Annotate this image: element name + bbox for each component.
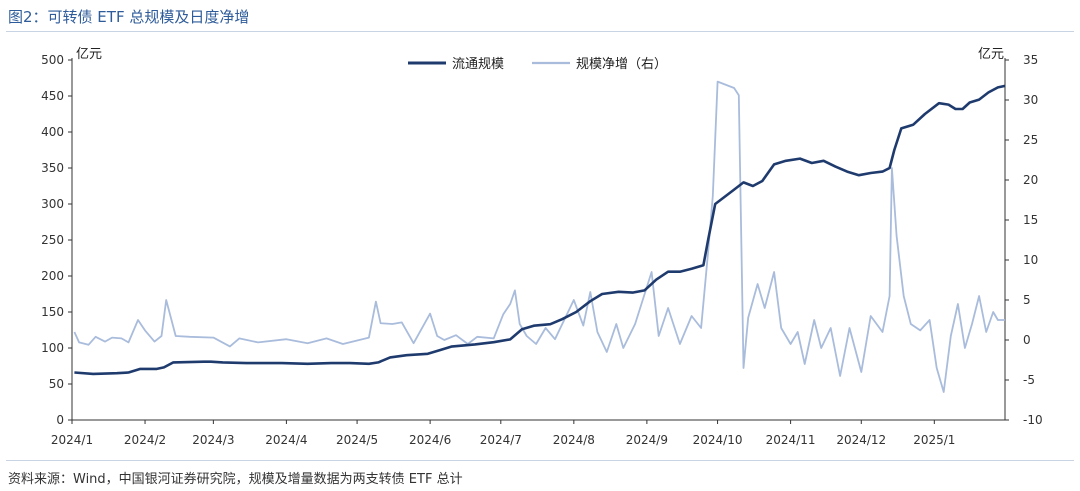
inflow-series-line xyxy=(73,80,1005,393)
y-left-tick-label: 250 xyxy=(41,233,64,247)
x-tick-label: 2024/5 xyxy=(336,433,378,447)
title-divider xyxy=(6,31,1074,32)
y-left-tick-label: 500 xyxy=(41,53,64,67)
x-tick-label: 2024/6 xyxy=(409,433,451,447)
y-right-tick-label: 10 xyxy=(1023,253,1038,267)
x-tick-label: 2024/7 xyxy=(480,433,522,447)
source-divider xyxy=(6,460,1074,461)
x-tick-label: 2024/4 xyxy=(265,433,307,447)
y-left-unit: 亿元 xyxy=(76,47,102,62)
y-left-tick-label: 0 xyxy=(56,413,64,427)
chart-area: 0 50 100 150 200 250 300 350 400 450 500 -10 -5 0 5 10 1… xyxy=(41,47,1043,447)
y-left-tick-label: 450 xyxy=(41,89,64,103)
scale-series-line xyxy=(74,84,1006,376)
y-right-tick-label: 30 xyxy=(1023,93,1038,107)
y-left-tick-label: 200 xyxy=(41,269,64,283)
x-tick-label: 2024/12 xyxy=(836,433,886,447)
source-note: 资料来源：Wind，中国银河证券研究院，规模及增量数据为两支转债 ETF 总计 xyxy=(8,472,463,487)
legend: 流通规模 规模净增（右） xyxy=(408,57,667,72)
y-right-unit: 亿元 xyxy=(978,47,1004,62)
x-tick-label: 2024/8 xyxy=(553,433,595,447)
y-left-tick-label: 50 xyxy=(49,377,64,391)
y-left-tick-label: 400 xyxy=(41,125,64,139)
y-left-tick-label: 300 xyxy=(41,197,64,211)
x-tick-label: 2024/11 xyxy=(766,433,816,447)
y-right-tick-label: 20 xyxy=(1023,173,1038,187)
y-right-tick-label: -5 xyxy=(1023,373,1035,387)
legend-label: 流通规模 xyxy=(452,57,504,72)
figure-title: 图2：可转债 ETF 总规模及日度净增 xyxy=(8,8,250,26)
y-left-tick-label: 350 xyxy=(41,161,64,175)
x-tick-label: 2024/9 xyxy=(626,433,668,447)
legend-label: 规模净增（右） xyxy=(576,57,667,72)
x-tick-label: 2024/10 xyxy=(693,433,743,447)
x-tick-label: 2024/2 xyxy=(124,433,166,447)
x-tick-label: 2025/1 xyxy=(913,433,955,447)
y-right-tick-label: 0 xyxy=(1023,333,1031,347)
x-tick-label: 2024/3 xyxy=(192,433,234,447)
y-right-tick-label: 25 xyxy=(1023,133,1038,147)
axes: 0 50 100 150 200 250 300 350 400 450 500 -10 -5 0 5 10 1… xyxy=(41,53,1043,447)
series-layer xyxy=(73,80,1006,393)
y-right-tick-label: -10 xyxy=(1023,413,1043,427)
y-left-tick-label: 150 xyxy=(41,305,64,319)
y-right-tick-label: 5 xyxy=(1023,293,1031,307)
x-tick-label: 2024/1 xyxy=(51,433,93,447)
y-right-tick-label: 15 xyxy=(1023,213,1038,227)
y-right-tick-label: 35 xyxy=(1023,53,1038,67)
y-left-tick-label: 100 xyxy=(41,341,64,355)
